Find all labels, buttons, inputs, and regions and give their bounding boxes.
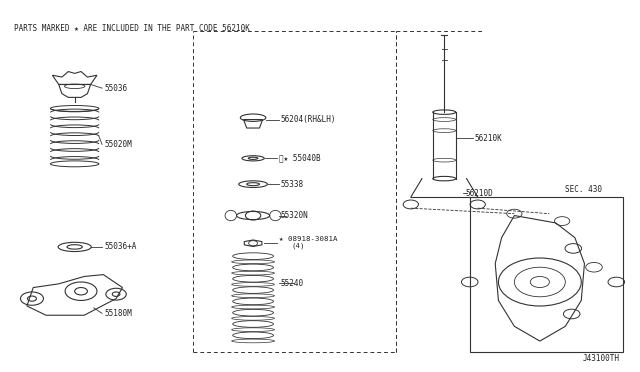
Text: PARTS MARKED ★ ARE INCLUDED IN THE PART CODE 56210K: PARTS MARKED ★ ARE INCLUDED IN THE PART … [14, 23, 250, 32]
Text: 56204(RH&LH): 56204(RH&LH) [280, 115, 336, 124]
Text: ​★ 55040B: ​★ 55040B [279, 154, 321, 163]
Text: 55036: 55036 [104, 84, 128, 93]
Text: 56210D: 56210D [465, 189, 493, 198]
Text: 55338: 55338 [280, 180, 303, 189]
Text: (4): (4) [291, 243, 305, 250]
Text: 55020M: 55020M [104, 140, 132, 149]
Text: SEC. 430: SEC. 430 [565, 185, 602, 194]
Text: 56210K: 56210K [475, 134, 502, 142]
Text: ★ 08918-3081A: ★ 08918-3081A [279, 236, 338, 242]
Text: 55036+A: 55036+A [104, 243, 137, 251]
Text: 55180M: 55180M [104, 309, 132, 318]
Text: 55240: 55240 [280, 279, 303, 288]
Text: 55320N: 55320N [280, 211, 308, 220]
Text: J43100TH: J43100TH [582, 354, 620, 363]
